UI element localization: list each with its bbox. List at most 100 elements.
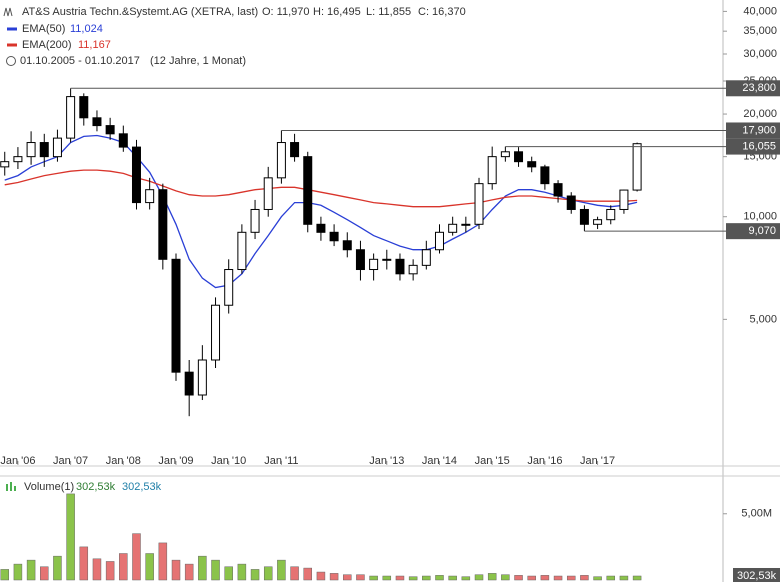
volume-label: Volume(1) [24,481,74,493]
volume-bar [184,563,194,581]
ema-line [4,169,638,208]
volume-bar [263,566,273,581]
volume-bar [461,576,471,581]
level-label: 9,070 [748,225,776,237]
volume-bar [343,574,352,581]
level-box [726,122,780,139]
candle-body [79,96,89,119]
volume-bar [527,575,536,581]
y-tick-label: 35,000 [743,25,777,37]
candle-body [329,231,339,242]
volume-bar [593,576,602,581]
candle-body [434,231,444,251]
candle-body [145,189,155,204]
candle-body [224,269,234,306]
volume-bar [514,575,523,581]
volume-bar [435,575,444,581]
x-tick-label: Jan '16 [527,455,562,467]
candle-body [382,258,392,261]
volume-bar [0,569,9,581]
x-tick-label: Jan '07 [53,455,88,467]
volume-bar [316,571,326,581]
volume-bar [250,569,260,581]
volume-bar [448,575,457,581]
candle-body [171,258,181,373]
x-tick-label: Jan '15 [475,455,510,467]
volume-bar [79,546,89,581]
volume-bar [553,575,563,581]
volume-bar [566,575,576,581]
x-tick-label: Jan '06 [0,455,35,467]
volume-bar [580,575,589,581]
legend-label: EMA(200) [22,39,72,51]
candle-body [593,219,603,225]
candle-body [421,249,431,266]
volume-bar [474,574,484,581]
volume-bar [92,558,102,581]
candle-body [579,208,589,225]
ohlc-label: C: 16,370 [418,6,466,18]
y-tick-label: 10,000 [743,211,777,223]
x-tick-label: Jan '08 [106,455,141,467]
volume-bar [237,563,247,581]
period: (12 Jahre, 1 Monat) [150,55,246,67]
volume-bar [369,575,378,581]
candle-body [540,166,550,185]
volume-bar [487,573,497,581]
volume-bar [40,566,49,581]
candle-body [118,133,128,148]
volume-bar [119,553,128,581]
candle-body [105,125,115,135]
level-box [726,223,780,240]
level-label: 17,900 [742,124,776,136]
volume-icon [6,482,16,491]
candle-body [342,240,352,251]
volume-bar [382,575,392,581]
candle-body [632,143,642,191]
candle-body [527,161,537,168]
level-box [726,138,780,155]
volume-bar [422,575,431,581]
volume-bar [619,575,629,581]
candle-body [0,161,10,168]
volume-value: 302,53k [76,481,116,493]
x-tick-label: Jan '09 [158,455,193,467]
candle-body [487,156,497,185]
chart-icon [3,7,13,17]
candle-body [39,142,49,158]
volume-bar [277,559,286,581]
x-tick-label: Jan '17 [580,455,615,467]
volume-bar [26,559,36,581]
volume-bar [408,576,418,581]
candle-body [276,142,286,179]
candle-body [211,304,221,361]
y-tick-label: 40,000 [743,5,777,17]
chart-title: AT&S Austria Techn.&Systemt.AG (XETRA, l… [22,6,258,18]
clock-icon [6,56,16,66]
ohlc-label: O: 11,970 [262,6,310,18]
candle-body [408,264,418,275]
volume-last-label: 302,53k [737,570,777,582]
y-tick-label: 30,000 [743,48,777,60]
y-tick-label: 5,000 [749,313,777,325]
candle-body [461,223,471,226]
candle-body [66,96,76,139]
candle-body [514,151,524,163]
candle-body [303,156,313,225]
candle-body [290,142,300,158]
volume-bar [53,555,62,581]
candle-body [474,183,484,225]
x-tick-label: Jan '10 [211,455,246,467]
volume-bar [171,559,181,581]
candle-body [448,223,458,233]
ohlc-label: H: 16,495 [313,6,361,18]
volume-bar [132,533,141,581]
legend-value: 11,024 [70,23,103,35]
x-tick-label: Jan '14 [422,455,457,467]
level-label: 23,800 [742,82,776,94]
volume-bar [290,566,299,581]
volume-bar [66,493,75,581]
volume-bar [303,567,312,581]
